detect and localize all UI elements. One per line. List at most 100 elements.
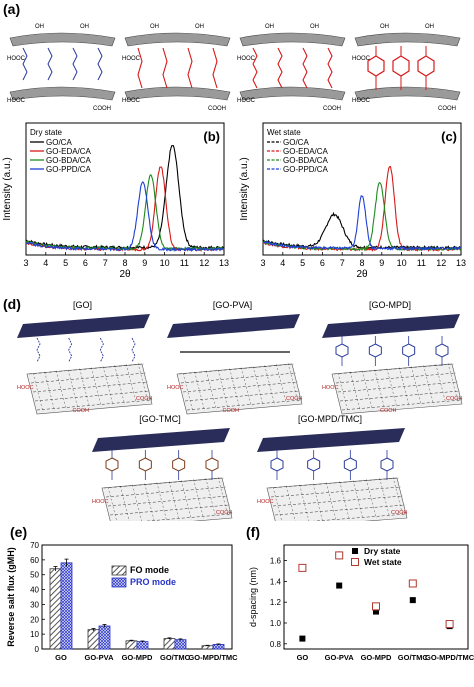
label-text: OH [380, 24, 389, 30]
y-axis-label: Reverse salt flux (gMH) [6, 547, 16, 647]
label-text: HOOC [92, 499, 109, 505]
alkyl-linker [302, 47, 308, 89]
label-text: OH [425, 24, 434, 30]
structure-3: HOOC HOOC OH OH COOH [237, 24, 346, 112]
hbond-linker [47, 47, 53, 81]
x-tick-label: GO [55, 653, 67, 662]
data-point [372, 602, 380, 611]
y-tick-label: 0.8 [270, 640, 282, 649]
panel-label-e: (e) [10, 524, 28, 540]
bar [136, 641, 149, 650]
schematic-3: [GO-MPD] HOOC COOH COOH [322, 300, 463, 415]
lattice-row [182, 381, 299, 393]
top-graphene-sheet [167, 314, 300, 338]
bottom-graphene-lattice [266, 477, 408, 521]
panel-label-d: (d) [3, 296, 21, 312]
aromatic-ring [335, 343, 349, 358]
hbond-linker [131, 337, 136, 363]
lattice-row [335, 372, 457, 384]
x-tick-label: 5 [63, 258, 68, 268]
data-point [335, 551, 344, 560]
lattice-outline [101, 477, 233, 521]
label-text: COOH [391, 510, 408, 516]
alkyl-linker [187, 47, 193, 89]
x-tick-label: GO-PVA [84, 653, 114, 662]
lattice-col [362, 370, 373, 410]
lattice-col [206, 370, 217, 410]
x-axis-label: 2θ [119, 269, 131, 280]
legend-label: GO-PPD/CA [46, 165, 92, 174]
structure-label: [GO-PVA] [213, 300, 252, 310]
lattice-col [374, 369, 385, 409]
lattice-col [132, 484, 142, 521]
lattice-col [286, 485, 296, 521]
label-text: HOOC [352, 98, 371, 104]
label-text: HOOC [122, 56, 141, 62]
label-text: COOH [73, 408, 90, 414]
aromatic-ring [368, 343, 382, 358]
lattice-row [312, 513, 408, 521]
lattice-col [386, 368, 398, 408]
lattice-outline [266, 477, 408, 521]
alkyl-linker [327, 47, 333, 89]
label-text: COOH [380, 408, 397, 414]
hbond-linker [72, 47, 78, 81]
y-tick-label: 0 [35, 645, 40, 654]
legend-marker [352, 548, 358, 554]
label-text: OH [310, 24, 319, 30]
label-text: HOOC [122, 98, 141, 104]
x-tick-label: 8 [122, 258, 127, 268]
x-tick-label: GO-MPD [122, 653, 153, 662]
series-line [262, 211, 462, 250]
bottom-sheet [124, 86, 231, 101]
lattice-row [28, 363, 145, 375]
lattice-row [107, 495, 229, 507]
lattice-col [264, 365, 275, 405]
lattice-col [392, 477, 404, 517]
y-tick-label: 1.6 [270, 557, 282, 566]
structure-label: [GO] [73, 300, 92, 310]
x-tick-label: 12 [436, 258, 446, 268]
structure-1: HOOC HOOC OH OH COOH [7, 24, 116, 112]
lattice-col [276, 364, 287, 404]
y-tick-label: 30 [30, 600, 39, 609]
data-point [373, 608, 379, 615]
legend-swatch [111, 577, 127, 588]
lattice-col [272, 486, 282, 521]
x-tick-label: 6 [320, 258, 325, 268]
x-tick-label: 13 [456, 258, 466, 268]
lattice-col [181, 480, 192, 520]
schematic-2: [GO-PVA] HOOC COOH COOH [167, 300, 303, 415]
lattice-col [337, 372, 349, 413]
aromatic-ring [270, 457, 284, 472]
x-tick-label: 6 [83, 258, 88, 268]
aromatic-ring [402, 343, 416, 358]
label-text: COOH [323, 106, 341, 112]
lattice-row [268, 477, 400, 489]
label-text: HOOC [17, 385, 34, 391]
lattice-col [287, 363, 299, 403]
label-text: HOOC [7, 98, 26, 104]
aromatic-ring [380, 457, 394, 472]
aromatic-ring [343, 457, 357, 472]
lattice-row [274, 504, 406, 516]
lattice-col [423, 365, 434, 405]
lattice-col [366, 479, 377, 519]
y-tick-label: 60 [30, 556, 39, 565]
top-sheet [124, 32, 231, 47]
lattice-row [34, 390, 151, 402]
label-text: HOOC [7, 56, 26, 62]
lattice-col [217, 369, 229, 409]
lattice-col [32, 372, 44, 413]
xrd-wet-chart: 3 4 5 6 7 8 9 10 11 12 13 2θ Intensity (a.u.) (c) Wet … [239, 122, 466, 280]
legend-label: GO-PPD/CA [283, 165, 329, 174]
legend-label: Wet state [364, 557, 402, 567]
top-graphene-sheet [322, 314, 460, 338]
x-tick-label: 10 [397, 258, 407, 268]
lattice-col [217, 477, 229, 517]
aromatic-ring [105, 457, 119, 472]
lattice-col [182, 372, 194, 413]
data-point [299, 635, 306, 642]
